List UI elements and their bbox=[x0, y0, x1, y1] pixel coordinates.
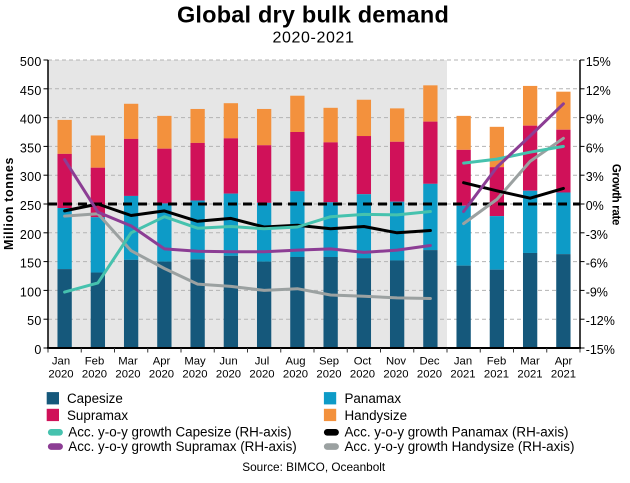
svg-text:12%: 12% bbox=[586, 84, 611, 98]
svg-text:Acc. y-o-y growth Supramax (RH: Acc. y-o-y growth Supramax (RH-axis) bbox=[68, 439, 296, 454]
svg-text:Acc. y-o-y growth Handysize (R: Acc. y-o-y growth Handysize (RH-axis) bbox=[345, 439, 575, 454]
svg-text:Oct: Oct bbox=[354, 355, 372, 367]
svg-text:Feb: Feb bbox=[85, 355, 104, 367]
svg-text:2020: 2020 bbox=[149, 368, 174, 380]
svg-text:200: 200 bbox=[20, 228, 42, 242]
svg-text:2020: 2020 bbox=[182, 368, 207, 380]
svg-text:Acc. y-o-y growth Capesize (RH: Acc. y-o-y growth Capesize (RH-axis) bbox=[68, 424, 291, 439]
svg-text:2020: 2020 bbox=[216, 368, 241, 380]
svg-text:400: 400 bbox=[20, 113, 42, 127]
svg-text:Apr: Apr bbox=[555, 355, 573, 367]
svg-text:Global dry bulk demand: Global dry bulk demand bbox=[177, 1, 449, 27]
svg-text:2021: 2021 bbox=[484, 368, 509, 380]
svg-text:Million tonnes: Million tonnes bbox=[2, 157, 16, 250]
svg-text:15%: 15% bbox=[586, 55, 611, 69]
svg-text:Supramax: Supramax bbox=[67, 408, 128, 423]
svg-text:150: 150 bbox=[20, 257, 42, 271]
svg-text:Mar: Mar bbox=[520, 355, 540, 367]
svg-text:-12%: -12% bbox=[586, 314, 615, 328]
svg-text:2020-2021: 2020-2021 bbox=[273, 29, 355, 46]
svg-text:-3%: -3% bbox=[586, 228, 608, 242]
svg-text:Capesize: Capesize bbox=[67, 391, 123, 406]
svg-text:450: 450 bbox=[20, 84, 42, 98]
svg-text:500: 500 bbox=[20, 55, 42, 69]
svg-text:Jul: Jul bbox=[255, 355, 269, 367]
svg-text:May: May bbox=[184, 355, 206, 367]
svg-text:250: 250 bbox=[20, 199, 42, 213]
svg-text:Aug: Aug bbox=[285, 355, 305, 367]
svg-text:2021: 2021 bbox=[450, 368, 475, 380]
svg-text:Dec: Dec bbox=[419, 355, 439, 367]
svg-text:0%: 0% bbox=[586, 199, 604, 213]
svg-text:Acc. y-o-y growth Panamax (RH-: Acc. y-o-y growth Panamax (RH-axis) bbox=[345, 424, 569, 439]
svg-text:2020: 2020 bbox=[82, 368, 107, 380]
svg-text:0: 0 bbox=[34, 343, 41, 357]
svg-text:2020: 2020 bbox=[383, 368, 408, 380]
svg-text:2020: 2020 bbox=[249, 368, 274, 380]
svg-text:Jun: Jun bbox=[219, 355, 237, 367]
svg-text:100: 100 bbox=[20, 285, 42, 299]
svg-text:Source: BIMCO, Oceanbolt: Source: BIMCO, Oceanbolt bbox=[242, 460, 386, 474]
svg-text:Mar: Mar bbox=[118, 355, 138, 367]
svg-text:Sep: Sep bbox=[319, 355, 339, 367]
svg-text:Feb: Feb bbox=[487, 355, 506, 367]
svg-text:-6%: -6% bbox=[586, 257, 608, 271]
svg-text:350: 350 bbox=[20, 141, 42, 155]
svg-text:2020: 2020 bbox=[115, 368, 140, 380]
svg-text:Nov: Nov bbox=[386, 355, 406, 367]
svg-text:3%: 3% bbox=[586, 170, 604, 184]
svg-text:-9%: -9% bbox=[586, 285, 608, 299]
svg-text:2020: 2020 bbox=[48, 368, 73, 380]
svg-text:2021: 2021 bbox=[551, 368, 576, 380]
svg-text:2020: 2020 bbox=[316, 368, 341, 380]
svg-text:Growth rate: Growth rate bbox=[610, 164, 622, 225]
svg-text:2021: 2021 bbox=[517, 368, 542, 380]
svg-text:2020: 2020 bbox=[350, 368, 375, 380]
svg-text:Apr: Apr bbox=[153, 355, 171, 367]
svg-text:9%: 9% bbox=[586, 113, 604, 127]
svg-text:-15%: -15% bbox=[586, 343, 615, 357]
svg-text:50: 50 bbox=[27, 314, 42, 328]
svg-text:2020: 2020 bbox=[283, 368, 308, 380]
svg-text:6%: 6% bbox=[586, 141, 604, 155]
svg-text:Handysize: Handysize bbox=[345, 408, 408, 423]
svg-text:Panamax: Panamax bbox=[345, 391, 402, 406]
svg-text:Jan: Jan bbox=[454, 355, 472, 367]
svg-text:2020: 2020 bbox=[417, 368, 442, 380]
svg-text:300: 300 bbox=[20, 170, 42, 184]
svg-text:Jan: Jan bbox=[52, 355, 70, 367]
